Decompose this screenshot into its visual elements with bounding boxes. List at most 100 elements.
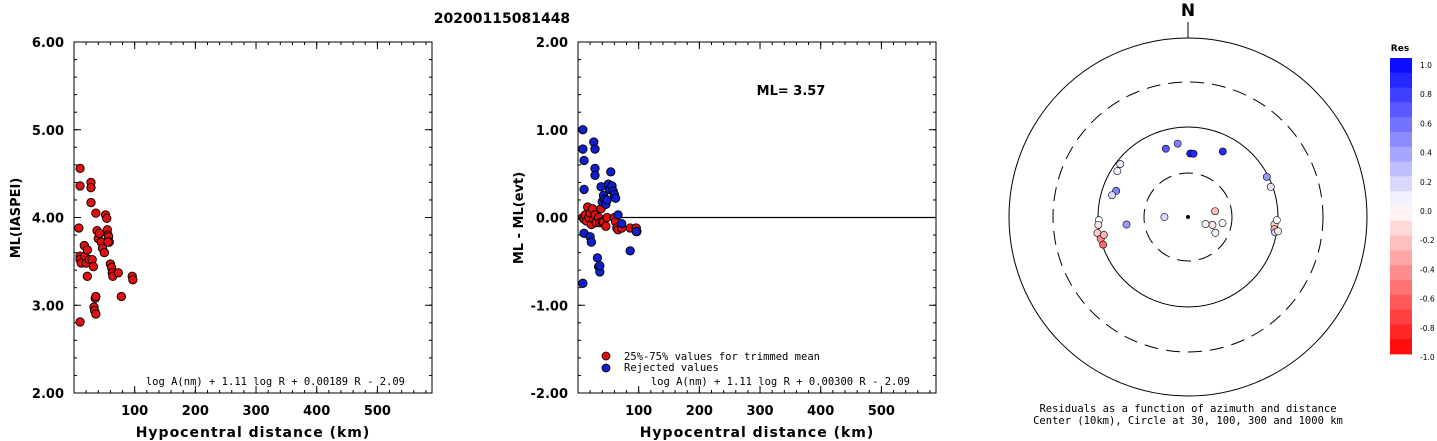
colorbar-tick-label: 1.0 [1420,61,1432,70]
colorbar-cell [1390,339,1412,355]
station-residual-point [1201,220,1210,228]
y-tick-label: 3.00 [32,299,64,314]
legend-marker-rejected [601,363,611,373]
station-point [91,309,101,319]
x-axis-label: Hypocentral distance (km) [136,425,371,441]
station-residual-point [1272,216,1281,225]
station-residual-point [1099,240,1108,249]
x-tick-label: 200 [182,404,209,419]
station-residual-points [1093,139,1282,249]
rejected-point [617,218,627,229]
legend-label-rejected: Rejected values [624,362,719,374]
colorbar-cell [1390,265,1412,281]
station-residual-point [1122,220,1131,229]
rejected-point [590,170,600,181]
rejected-point [595,261,605,271]
north-label: N [1181,1,1195,21]
caption-line-1: Residuals as a function of azimuth and d… [1039,403,1336,415]
colorbar-cell [1390,161,1412,177]
station-point [91,291,101,302]
colorbar-cell [1390,191,1412,207]
station-residual-point [1211,228,1220,237]
colorbar-cells [1390,58,1412,355]
station-residual-point [1100,230,1108,239]
trimmed-point [601,221,611,231]
circle-300km [1052,81,1324,353]
rejected-point [586,237,596,247]
colorbar-cell [1390,72,1412,88]
y-tick-label: 5.00 [32,124,64,139]
colorbar-cell [1390,146,1412,162]
magnitude-formula: log A(nm) + 1.11 log R + 0.00189 R - 2.0… [146,376,405,388]
rejected-point [590,144,600,154]
station-point [113,268,123,278]
station-residual-point [1108,191,1116,200]
x-tick-label: 100 [121,404,148,419]
y-axis-label: ML - ML(evt) [512,172,527,264]
station-point [86,183,96,193]
rejected-point [578,278,588,288]
station-residual-point [1274,227,1282,236]
colorbar-cell [1390,206,1412,222]
station-point [128,275,138,285]
y-tick-label: 1.00 [536,124,568,139]
colorbar-tick-label: 0.4 [1420,149,1432,158]
station-point [116,291,126,302]
rejected-point [631,226,641,237]
colorbar-tick-label: 0.0 [1420,207,1432,216]
station-point [88,261,99,272]
colorbar-cell [1390,280,1412,296]
station-residual-point [1173,139,1182,148]
rejected-point [592,253,603,263]
colorbar-tick-label: -0.2 [1420,236,1435,245]
station-residual-point [1218,147,1227,156]
station-residual-point [1094,220,1103,229]
rejected-point [602,195,612,205]
magnitude-vs-distance-plot: 100 200 300 400 500 2.00 3.00 4.00 5.00 6.00 ML(I… [9,36,433,441]
colorbar-cell [1390,58,1412,74]
x-tick-label: 400 [807,404,834,419]
station-point [82,271,92,281]
x-axis-label: Hypocentral distance (km) [640,425,875,441]
y-tick-label: 2.00 [536,36,568,51]
colorbar-cell [1390,117,1412,133]
plot-frame [73,41,433,394]
colorbar-title: Res [1391,44,1409,54]
circle-1000km [1008,37,1368,397]
data-points [578,125,642,288]
colorbar-cell [1390,102,1412,118]
station-point [102,213,112,224]
y-tick-label: 6.00 [32,36,64,51]
rejected-point [606,167,616,177]
rejected-point [610,193,621,203]
y-tick-label: -2.00 [531,387,568,402]
rejected-point [578,125,588,135]
legend: 25%-75% values for trimmed mean Rejected… [601,351,820,374]
colorbar-tick-label: -1.0 [1420,353,1435,362]
station-residual-point [1211,207,1220,216]
colorbar-cell [1390,250,1412,266]
colorbar-tick-label: -0.8 [1420,324,1435,333]
rejected-point [613,210,623,220]
station-point [94,228,105,238]
station-point [75,317,85,327]
residual-vs-distance-plot: 100 200 300 400 500 -2.00 -1.00 0.00 1.00 2.00 ML… [512,36,937,441]
station-point [91,208,101,218]
station-point [74,223,84,233]
colorbar-tick-label: 0.2 [1420,178,1432,187]
colorbar-cell [1390,324,1412,340]
y-tick-label: -1.00 [531,299,568,314]
legend-marker-trimmed [601,351,611,361]
data-points [74,163,138,327]
x-tick-label: 500 [364,404,391,419]
caption-line-2: Center (10km), Circle at 30, 100, 300 an… [1033,415,1343,427]
station-point [82,245,92,255]
station-point [75,181,85,191]
epicenter-marker [1186,215,1190,219]
colorbar-cell [1390,235,1412,251]
station-point [99,247,109,258]
station-point [86,197,96,208]
colorbar-cell [1390,294,1412,310]
station-point [75,163,85,174]
colorbar-tick-label: -0.4 [1420,265,1435,274]
